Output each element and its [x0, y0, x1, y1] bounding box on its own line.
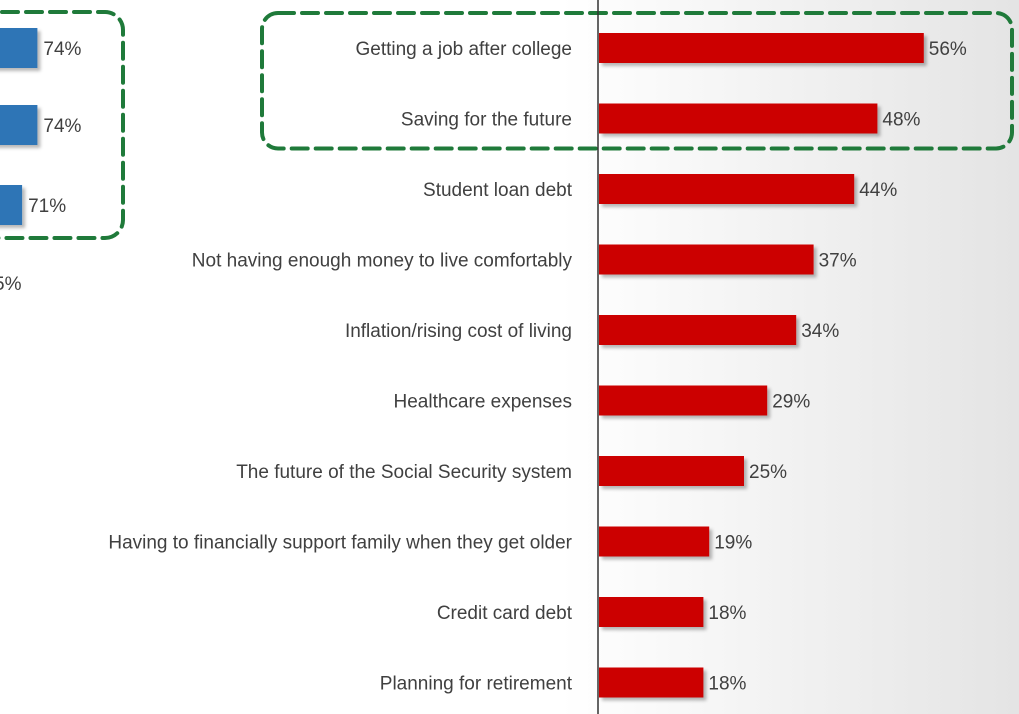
data-label: 48% — [882, 110, 920, 131]
bar — [599, 174, 855, 204]
category-label: Not having enough money to live comforta… — [192, 251, 573, 272]
category-label: Student loan debt — [423, 180, 573, 201]
left-data-label: 74% — [43, 39, 81, 60]
right-chart: Getting a job after college 56% Saving for… — [108, 0, 1014, 714]
left-chart: 74% 74% 71% 5% — [0, 10, 125, 295]
bar — [599, 597, 704, 627]
bar — [599, 315, 797, 345]
data-label: 19% — [714, 533, 752, 554]
bar — [599, 526, 710, 557]
category-label: Healthcare expenses — [394, 392, 573, 413]
category-label: Credit card debt — [437, 603, 573, 624]
bar — [599, 103, 878, 134]
bar — [599, 667, 704, 698]
category-label: Inflation/rising cost of living — [345, 321, 572, 342]
bar — [599, 244, 814, 275]
data-label: 44% — [859, 180, 897, 201]
left-bar — [0, 105, 38, 145]
data-label: 34% — [801, 321, 839, 342]
bar — [599, 385, 768, 416]
category-label: Planning for retirement — [380, 674, 573, 695]
left-data-label: 74% — [43, 116, 81, 137]
highlight-box-left-chart — [0, 10, 125, 240]
category-label: The future of the Social Security system — [236, 462, 572, 483]
data-label: 37% — [819, 251, 857, 272]
category-label: Getting a job after college — [355, 39, 572, 60]
bar — [599, 456, 744, 486]
category-label: Saving for the future — [401, 110, 572, 131]
left-data-label: 5% — [0, 274, 22, 295]
category-label: Having to financially support family whe… — [108, 533, 572, 554]
data-label: 29% — [772, 392, 810, 413]
data-label: 56% — [929, 39, 967, 60]
bar — [599, 33, 924, 63]
data-label: 18% — [708, 603, 746, 624]
left-data-label: 71% — [28, 196, 66, 217]
data-label: 25% — [749, 462, 787, 483]
left-bar — [0, 185, 23, 225]
left-bar — [0, 28, 38, 68]
highlight-box-top-concerns — [260, 11, 1014, 151]
data-label: 18% — [708, 674, 746, 695]
